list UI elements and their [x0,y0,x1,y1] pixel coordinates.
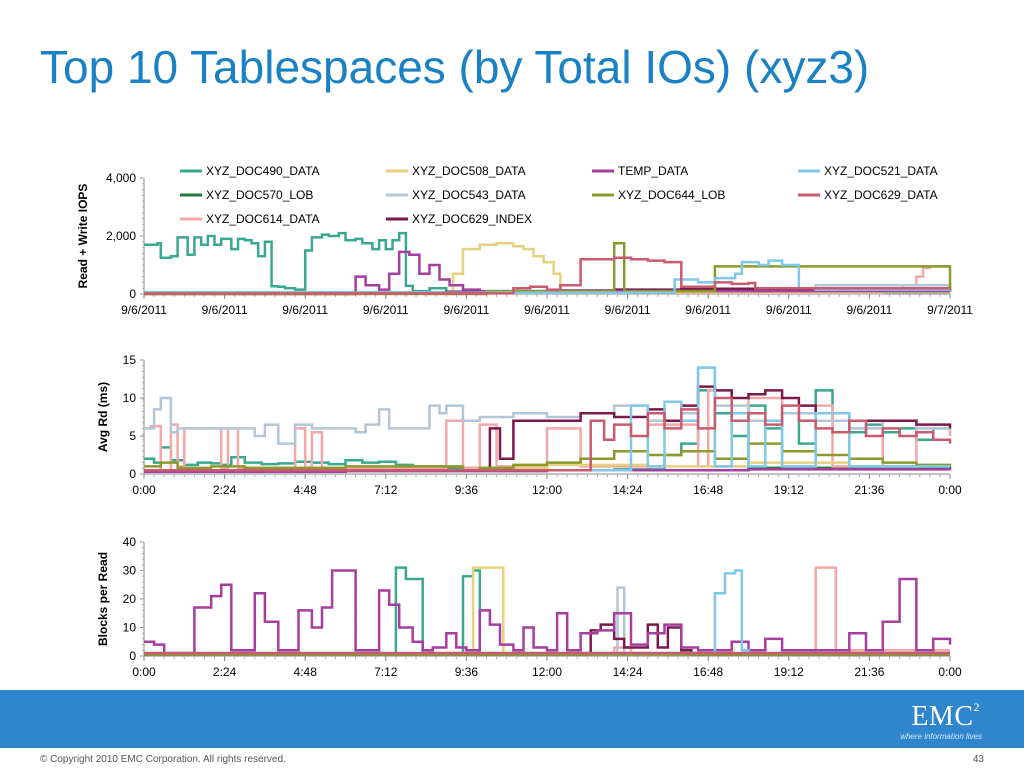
x-tick-label: 0:00 [938,665,962,679]
series-line [144,569,952,655]
y-tick-label: 40 [123,535,137,549]
x-tick-label: 0:00 [938,483,962,497]
x-tick-label: 12:00 [532,665,562,679]
chart-3: 0 10 20 30 40 0:00 2:24 4:48 7:12 9:36 12:00 14:24 1… [96,535,962,679]
series-line [144,442,952,472]
copyright-text: © Copyright 2010 EMC Corporation. All ri… [40,754,286,765]
y-tick-label: 5 [129,429,136,443]
x-tick-label: 9/6/2011 [605,303,651,317]
x-tick-label: 9/6/2011 [363,303,409,317]
logo-text: EMC [911,701,974,732]
x-tick-label: 19:12 [774,665,804,679]
chart-1: 0 2,000 4,000 9/6/2011 9/6/2011 9/6/2011 9/6/2… [76,171,973,317]
chart-2: 0 5 10 15 0:00 2:24 4:48 7:12 9:36 12:00 14:24 16:4… [96,353,962,497]
x-tick-label: 9/6/2011 [282,303,328,317]
y-tick-label: 30 [123,564,137,578]
legend-label: XYZ_DOC570_LOB [206,188,313,202]
series-line [144,242,950,295]
x-tick-label: 21:36 [854,665,884,679]
x-tick-label: 9/6/2011 [685,303,731,317]
y-tick-label: 4,000 [106,171,136,185]
legend-label: XYZ_DOC508_DATA [412,164,526,178]
x-tick-label: 9/6/2011 [524,303,570,317]
legend-label: TEMP_DATA [618,164,688,178]
x-tick-label: 9:36 [455,665,479,679]
y-tick-label: 2,000 [106,229,136,243]
x-tick-label: 14:24 [613,665,643,679]
x-tick-label: 0:00 [132,665,156,679]
x-tick-label: 2:24 [213,665,237,679]
legend-label: XYZ_DOC543_DATA [412,188,526,202]
footer-band: EMC2 where information lives [0,690,1024,748]
charts-canvas: XYZ_DOC490_DATA XYZ_DOC508_DATA TEMP_DATA X… [76,164,973,679]
x-tick-label: 9/6/2011 [766,303,812,317]
x-tick-label: 9/6/2011 [846,303,892,317]
logo-tagline: where information lives [900,732,982,741]
x-tick-label: 0:00 [132,483,156,497]
series-line [144,256,950,295]
series-line [144,231,950,294]
x-tick-label: 9/7/2011 [927,303,973,317]
x-tick-label: 9/6/2011 [202,303,248,317]
emc-logo: EMC2 [911,699,980,733]
y-axis-label: Avg Rd (ms) [96,382,110,452]
series-line [144,259,950,294]
x-tick-label: 16:48 [693,665,723,679]
x-tick-label: 9:36 [455,483,479,497]
x-tick-label: 2:24 [213,483,237,497]
legend-label: XYZ_DOC629_INDEX [412,212,532,226]
y-axis-label: Read + Write IOPS [76,184,90,289]
x-tick-label: 14:24 [613,483,643,497]
legend-label: XYZ_DOC644_LOB [618,188,725,202]
y-tick-label: 10 [123,621,137,635]
x-tick-label: 7:12 [374,665,398,679]
legend-label: XYZ_DOC490_DATA [206,164,320,178]
series-line [144,250,950,296]
x-tick-label: 9/6/2011 [443,303,489,317]
x-tick-label: 7:12 [374,483,398,497]
y-tick-label: 10 [123,391,137,405]
page-number: 43 [972,754,984,765]
y-tick-label: 20 [123,592,137,606]
x-tick-label: 16:48 [693,483,723,497]
legend-label: XYZ_DOC521_DATA [824,164,938,178]
x-tick-label: 9/6/2011 [121,303,167,317]
y-tick-label: 15 [123,353,137,367]
slide-title: Top 10 Tablespaces (by Total IOs) (xyz3) [40,41,870,93]
x-tick-label: 4:48 [294,665,318,679]
y-tick-label: 0 [129,287,136,301]
x-tick-label: 19:12 [774,483,804,497]
y-axis-label: Blocks per Read [96,552,110,646]
x-tick-label: 21:36 [854,483,884,497]
series-line [144,396,952,472]
logo-superscript: 2 [973,699,980,714]
x-tick-label: 12:00 [532,483,562,497]
y-tick-label: 0 [129,649,136,663]
y-tick-label: 0 [129,467,136,481]
legend-label: XYZ_DOC614_DATA [206,212,320,226]
x-tick-label: 4:48 [294,483,318,497]
legend-label: XYZ_DOC629_DATA [824,188,938,202]
